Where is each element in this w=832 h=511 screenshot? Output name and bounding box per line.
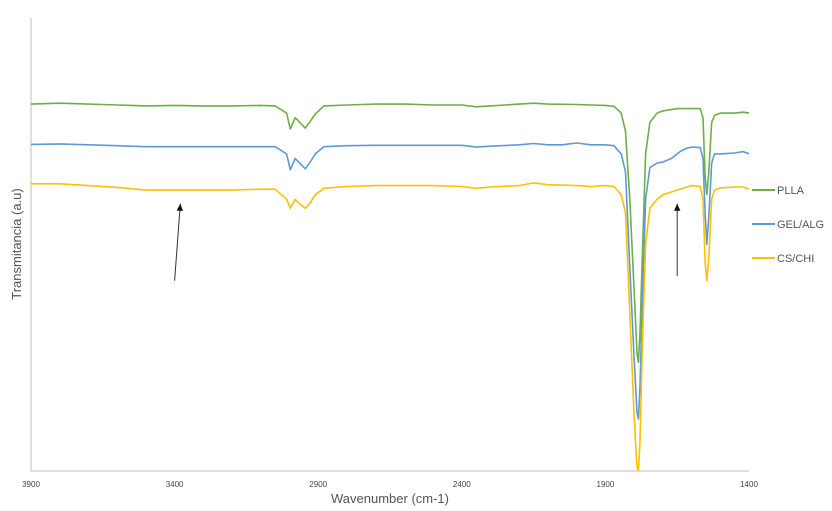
series-line-plla (30, 102, 750, 364)
x-tick-label: 3900 (22, 480, 40, 489)
x-tick-label: 2900 (309, 480, 327, 489)
series-layer (30, 102, 750, 472)
axes (30, 18, 749, 472)
series-line-cs-chi (31, 182, 750, 472)
x-tick-label: 3400 (166, 480, 184, 489)
annotation-layer (174, 203, 681, 281)
x-tick-labels: 3900 3400 2900 2400 1900 1400 (22, 480, 758, 489)
annotation-arrow-head (674, 203, 681, 211)
x-tick-label: 2400 (453, 480, 471, 489)
x-tick-label: 1400 (740, 480, 758, 489)
series-line-gel-alg (30, 142, 750, 420)
y-axis-title: Transmitancia (a.u) (9, 188, 24, 300)
annotation-arrow-head (176, 203, 184, 211)
legend-label: CS/CHI (777, 253, 814, 265)
x-tick-label: 1900 (597, 480, 615, 489)
legend: PLLA GEL/ALG CS/CHI (752, 185, 824, 265)
annotation-arrow-shaft (174, 203, 181, 281)
x-axis-title: Wavenumber (cm-1) (331, 491, 449, 506)
legend-label: PLLA (777, 185, 805, 197)
legend-label: GEL/ALG (777, 219, 824, 231)
